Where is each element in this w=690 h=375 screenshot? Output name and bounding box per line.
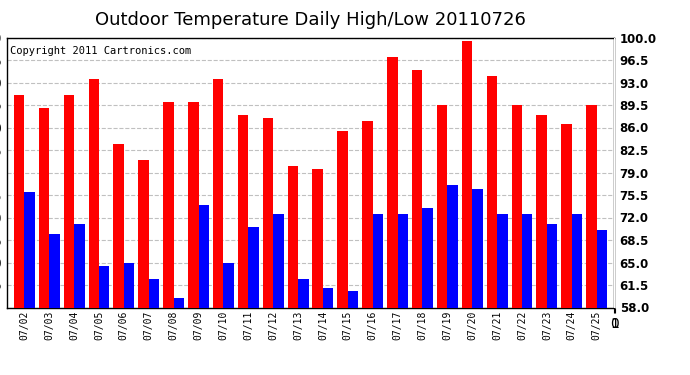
Bar xyxy=(39,108,49,307)
Bar xyxy=(99,266,110,308)
Bar xyxy=(437,105,447,308)
Bar xyxy=(547,224,558,308)
Bar xyxy=(74,224,85,308)
Bar xyxy=(511,105,522,308)
Bar xyxy=(288,166,298,308)
Bar xyxy=(49,234,59,308)
Bar xyxy=(263,118,273,308)
Bar xyxy=(273,214,284,308)
Bar xyxy=(387,57,397,308)
Bar xyxy=(562,124,572,308)
Bar xyxy=(373,214,383,308)
Bar xyxy=(63,95,74,308)
Bar xyxy=(597,230,607,308)
Bar xyxy=(586,105,597,308)
Bar xyxy=(163,102,174,308)
Bar xyxy=(248,227,259,308)
Bar xyxy=(188,102,199,308)
Bar xyxy=(88,79,99,308)
Bar xyxy=(199,205,209,308)
Bar xyxy=(522,214,533,308)
Bar xyxy=(24,192,34,308)
Bar xyxy=(298,279,308,308)
Bar xyxy=(348,291,358,308)
Text: Copyright 2011 Cartronics.com: Copyright 2011 Cartronics.com xyxy=(10,46,191,56)
Bar xyxy=(149,279,159,308)
Bar xyxy=(213,79,224,308)
Bar xyxy=(572,214,582,308)
Bar xyxy=(14,95,24,308)
Text: Outdoor Temperature Daily High/Low 20110726: Outdoor Temperature Daily High/Low 20110… xyxy=(95,11,526,29)
Bar xyxy=(497,214,508,308)
Bar xyxy=(397,214,408,308)
Bar xyxy=(447,185,458,308)
Bar xyxy=(313,169,323,308)
Bar xyxy=(238,115,248,308)
Bar xyxy=(337,131,348,308)
Bar xyxy=(462,41,472,308)
Bar xyxy=(422,208,433,308)
Bar xyxy=(224,262,234,308)
Bar xyxy=(174,298,184,307)
Bar xyxy=(536,115,547,308)
Bar xyxy=(362,121,373,308)
Bar xyxy=(113,144,124,308)
Bar xyxy=(323,288,333,308)
Bar xyxy=(412,70,422,308)
Bar xyxy=(472,189,483,308)
Bar xyxy=(124,262,135,308)
Bar xyxy=(486,76,497,308)
Bar xyxy=(138,160,149,308)
